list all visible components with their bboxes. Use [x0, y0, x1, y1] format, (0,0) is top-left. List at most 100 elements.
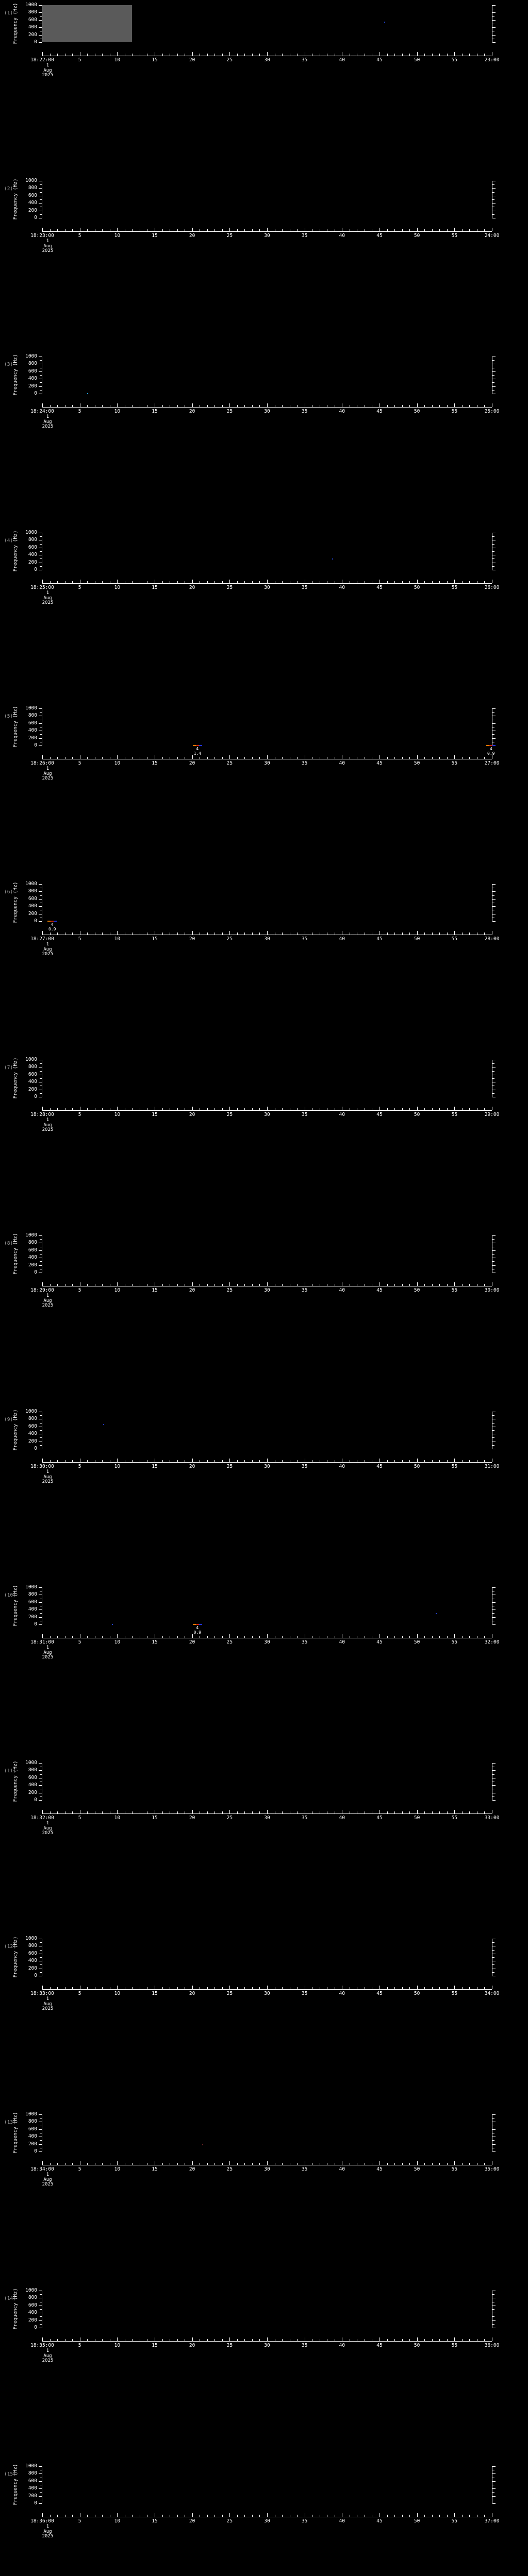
- y-axis-tick-label: 600: [28, 1599, 37, 1605]
- time-axis-tick: [177, 54, 178, 56]
- y-axis-tick: [492, 899, 496, 900]
- y-axis-tick: [492, 2140, 494, 2141]
- y-axis-tick: [39, 2496, 42, 2497]
- time-axis-tick-label: 30: [264, 57, 270, 63]
- time-axis-end-label: 29:00: [484, 1112, 500, 1117]
- time-axis-tick: [394, 757, 395, 759]
- y-axis-tick: [40, 1774, 42, 1775]
- event-marker[interactable]: [486, 745, 496, 746]
- time-axis-tick: [267, 1634, 268, 1638]
- time-axis-tick: [50, 2163, 51, 2165]
- time-axis-tick: [432, 405, 433, 407]
- time-axis-tick: [394, 1811, 395, 1814]
- time-axis-tick: [402, 581, 403, 583]
- time-axis: [42, 1110, 492, 1111]
- plot-area[interactable]: [42, 884, 492, 921]
- time-axis-tick: [394, 581, 395, 583]
- time-axis-tick: [432, 933, 433, 935]
- time-axis-tick-label: 5: [78, 2166, 81, 2172]
- event-marker-segment: [492, 745, 496, 746]
- plot-area[interactable]: [42, 533, 492, 570]
- event-marker[interactable]: [47, 921, 57, 922]
- plot-area[interactable]: [42, 181, 492, 218]
- time-axis-tick: [87, 933, 88, 935]
- time-axis-tick: [244, 1284, 245, 1286]
- date-line: Aug: [43, 771, 52, 776]
- plot-area[interactable]: [42, 2291, 492, 2328]
- time-axis-tick-label: 55: [451, 2518, 458, 2524]
- time-axis-tick: [252, 757, 253, 759]
- plot-area[interactable]: [42, 2466, 492, 2503]
- time-axis-tick: [192, 228, 193, 231]
- date-line: 2025: [42, 1479, 54, 1484]
- time-axis-tick: [252, 2163, 253, 2165]
- time-axis-tick: [417, 403, 418, 407]
- y-axis-tick-label: 200: [28, 1438, 37, 1444]
- time-axis-tick: [117, 931, 118, 935]
- time-axis-tick: [57, 581, 58, 583]
- panel-id-label: (3): [4, 362, 13, 367]
- time-axis-tick: [132, 1284, 133, 1286]
- time-axis-tick-label: 55: [451, 760, 458, 766]
- plot-area[interactable]: [42, 1060, 492, 1097]
- plot-area[interactable]: [42, 1939, 492, 1976]
- time-axis-tick: [229, 1282, 230, 1286]
- time-axis-tick: [207, 54, 208, 56]
- event-marker[interactable]: [192, 745, 202, 746]
- time-axis-tick: [117, 2161, 118, 2165]
- plot-area[interactable]: [42, 357, 492, 394]
- event-marker[interactable]: [192, 1624, 202, 1625]
- y-axis-tick: [492, 895, 494, 896]
- y-axis-tick-label: 400: [28, 727, 37, 733]
- time-axis-tick: [177, 757, 178, 759]
- y-axis-tick-label: 400: [28, 1431, 37, 1436]
- time-axis-tick: [222, 1284, 223, 1286]
- y-axis-tick: [40, 895, 42, 896]
- date-line: Aug: [43, 1825, 52, 1831]
- time-axis-tick: [447, 757, 448, 759]
- time-axis-tick: [207, 1987, 208, 1989]
- time-axis-tick: [402, 405, 403, 407]
- plot-area[interactable]: [42, 1235, 492, 1273]
- plot-area[interactable]: [42, 708, 492, 745]
- event-phase: 4: [196, 747, 199, 751]
- time-axis-tick: [424, 757, 425, 759]
- time-axis-tick: [417, 755, 418, 759]
- y-axis-tick: [492, 1071, 494, 1072]
- time-axis-tick-label: 55: [451, 1464, 458, 1469]
- time-axis-tick: [132, 2339, 133, 2341]
- date-line: 1: [46, 766, 50, 771]
- panel-id-label: (8): [4, 1241, 13, 1246]
- y-axis-tick: [39, 1602, 42, 1603]
- time-axis-tick: [192, 931, 193, 935]
- y-axis-tick: [39, 723, 42, 724]
- y-axis-tick-label: 600: [28, 193, 37, 198]
- y-axis-tick-label: 0: [34, 391, 37, 396]
- plot-area[interactable]: [42, 2114, 492, 2151]
- time-axis-end-label: 37:00: [484, 2518, 500, 2524]
- time-axis-tick-label: 35: [301, 1287, 308, 1293]
- time-axis-tick: [57, 933, 58, 935]
- time-axis-tick: [424, 54, 425, 56]
- y-axis-tick: [492, 199, 494, 200]
- y-axis-tick-label: 1000: [25, 2, 37, 8]
- time-axis-tick: [267, 403, 268, 407]
- time-axis-tick: [162, 2163, 163, 2165]
- time-axis-tick: [297, 933, 298, 935]
- time-axis-tick: [214, 757, 216, 759]
- plot-area[interactable]: [42, 1587, 492, 1625]
- time-axis-tick-label: 55: [451, 1112, 458, 1117]
- y-axis-tick: [492, 712, 494, 713]
- y-axis-tick: [40, 1071, 42, 1072]
- time-axis-tick-label: 5: [78, 1639, 81, 1645]
- time-axis-tick: [259, 1811, 260, 1814]
- time-axis-tick: [244, 2515, 245, 2517]
- time-axis-tick-label: 55: [451, 936, 458, 942]
- y-axis-tick-label: 800: [28, 2119, 37, 2124]
- plot-area[interactable]: [42, 1763, 492, 1800]
- plot-area[interactable]: [42, 5, 492, 42]
- date-label: 1 Aug 2025: [42, 2172, 54, 2188]
- time-axis-tick: [102, 2339, 103, 2341]
- date-line: Aug: [43, 2353, 52, 2359]
- plot-area[interactable]: [42, 1412, 492, 1449]
